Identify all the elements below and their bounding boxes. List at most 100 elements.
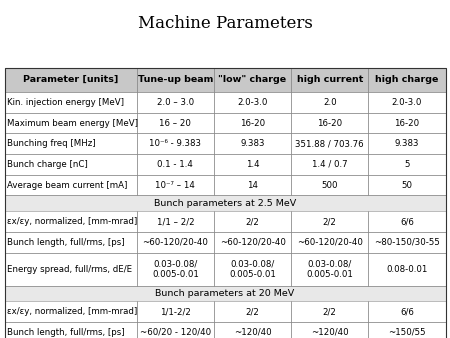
Bar (368, 301, 446, 322)
Text: ~60-120/20-40: ~60-120/20-40 (297, 238, 363, 247)
Bar (137, 252, 214, 286)
Bar (214, 154, 291, 175)
Bar (214, 322, 291, 338)
Bar (368, 134, 446, 154)
Text: 1.4: 1.4 (246, 160, 259, 169)
Text: 2.0 – 3.0: 2.0 – 3.0 (157, 98, 194, 107)
Bar (214, 134, 291, 154)
Bar (137, 232, 214, 252)
Text: Tune-up beam: Tune-up beam (138, 75, 213, 84)
Bar (368, 113, 446, 134)
Bar (291, 211, 369, 232)
Text: Maximum beam energy [MeV]: Maximum beam energy [MeV] (7, 119, 138, 127)
Bar (137, 92, 214, 113)
Bar (4, 322, 137, 338)
Bar (291, 113, 369, 134)
Bar (214, 252, 291, 286)
Bar (291, 92, 369, 113)
Bar (368, 92, 446, 113)
Bar (291, 175, 369, 195)
Bar (4, 175, 137, 195)
Bar (214, 113, 291, 134)
Bar (137, 322, 214, 338)
Text: Parameter [units]: Parameter [units] (23, 75, 118, 84)
Bar (368, 68, 446, 92)
Text: 2/2: 2/2 (323, 217, 337, 226)
Bar (137, 113, 214, 134)
Text: Bunch length, full/rms, [ps]: Bunch length, full/rms, [ps] (7, 238, 125, 247)
Bar (137, 92, 214, 113)
Bar (137, 175, 214, 195)
Text: 1/1 – 2/2: 1/1 – 2/2 (157, 217, 194, 226)
Bar (291, 301, 369, 322)
Text: 2.0-3.0: 2.0-3.0 (238, 98, 268, 107)
Bar (4, 154, 137, 175)
Bar (291, 252, 369, 286)
Bar (4, 113, 137, 134)
Text: 16 – 20: 16 – 20 (159, 119, 191, 127)
Text: 2/2: 2/2 (323, 307, 337, 316)
Bar (214, 211, 291, 232)
Bar (291, 68, 369, 92)
Text: ~120/40: ~120/40 (311, 328, 349, 337)
Bar (137, 113, 214, 134)
Text: 500: 500 (321, 180, 338, 190)
Bar (291, 92, 369, 113)
Bar (214, 175, 291, 195)
Bar (368, 113, 446, 134)
Bar (137, 301, 214, 322)
Bar (4, 232, 137, 252)
Bar (214, 175, 291, 195)
Bar (368, 322, 446, 338)
Text: 2/2: 2/2 (246, 217, 260, 226)
Bar (214, 68, 291, 92)
Text: Bunch parameters at 2.5 MeV: Bunch parameters at 2.5 MeV (154, 199, 296, 208)
Bar (214, 232, 291, 252)
Bar (368, 322, 446, 338)
Bar (291, 113, 369, 134)
Text: ~60-120/20-40: ~60-120/20-40 (220, 238, 285, 247)
Bar (368, 134, 446, 154)
Text: 16-20: 16-20 (394, 119, 419, 127)
Text: 0.08-0.01: 0.08-0.01 (386, 265, 427, 273)
Bar (137, 301, 214, 322)
Bar (137, 68, 214, 92)
Text: 1/1-2/2: 1/1-2/2 (160, 307, 191, 316)
Text: ~60/20 - 120/40: ~60/20 - 120/40 (140, 328, 211, 337)
Text: Bunch parameters at 20 MeV: Bunch parameters at 20 MeV (155, 289, 295, 298)
Text: 6/6: 6/6 (400, 217, 414, 226)
Text: Bunching freq [MHz]: Bunching freq [MHz] (7, 139, 96, 148)
Text: Energy spread, full/rms, dE/E: Energy spread, full/rms, dE/E (7, 265, 132, 273)
Text: 2.0-3.0: 2.0-3.0 (392, 98, 422, 107)
Bar (214, 252, 291, 286)
Bar (4, 301, 137, 322)
Bar (4, 68, 137, 92)
Bar (137, 322, 214, 338)
Bar (291, 154, 369, 175)
Text: εx/εy, normalized, [mm-mrad]: εx/εy, normalized, [mm-mrad] (7, 307, 137, 316)
Text: 6/6: 6/6 (400, 307, 414, 316)
Text: 9.383: 9.383 (395, 139, 419, 148)
Bar (368, 68, 446, 92)
Bar (368, 252, 446, 286)
Bar (214, 322, 291, 338)
Bar (4, 92, 137, 113)
Bar (4, 322, 137, 338)
Bar (214, 92, 291, 113)
Bar (368, 92, 446, 113)
Bar (368, 211, 446, 232)
Bar (368, 252, 446, 286)
Bar (137, 211, 214, 232)
Text: 16-20: 16-20 (317, 119, 342, 127)
Text: 10⁻⁷ – 14: 10⁻⁷ – 14 (155, 180, 195, 190)
Bar (4, 154, 137, 175)
Bar (291, 175, 369, 195)
Bar (291, 232, 369, 252)
Text: high charge: high charge (375, 75, 439, 84)
Bar (368, 154, 446, 175)
Bar (4, 92, 137, 113)
Text: Bunch charge [nC]: Bunch charge [nC] (7, 160, 88, 169)
Bar (4, 195, 446, 211)
Text: 5: 5 (404, 160, 410, 169)
Bar (4, 252, 137, 286)
